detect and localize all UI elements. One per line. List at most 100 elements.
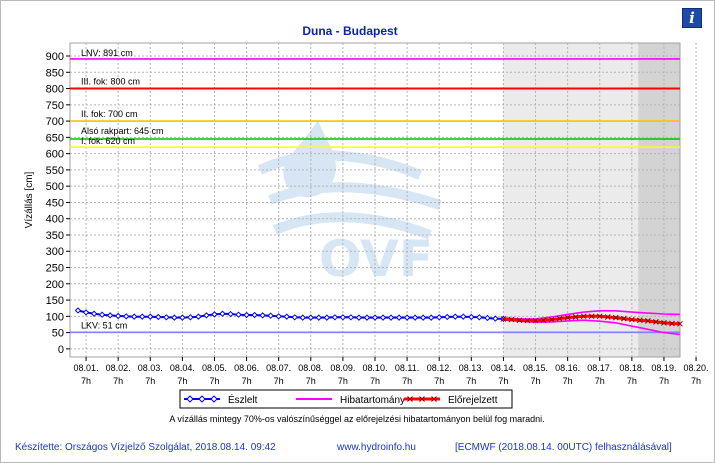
legend-item: Észlelt <box>184 393 258 406</box>
legend-label: Észlelt <box>228 393 258 406</box>
observed-point <box>291 314 298 321</box>
observed-point <box>251 311 258 319</box>
observed-point <box>82 309 90 316</box>
observed-point <box>131 313 138 320</box>
x-tick-date: 08.01. <box>74 363 99 373</box>
observed-point <box>259 312 266 319</box>
reference-label: LKV: 51 cm <box>81 320 127 330</box>
x-tick-time: 7h <box>177 376 187 386</box>
forecast-point <box>637 317 643 324</box>
info-icon[interactable]: i <box>682 8 702 28</box>
y-tick-label: 100 <box>46 311 64 323</box>
observed-point <box>211 311 218 318</box>
forecast-point <box>516 317 523 324</box>
x-tick-time: 7h <box>434 376 444 386</box>
observed-point <box>444 313 451 321</box>
legend-item: Hibatartomány <box>296 395 405 406</box>
observed-point <box>427 314 435 321</box>
y-tick-label: 550 <box>46 165 64 177</box>
observed-point <box>155 313 162 321</box>
x-tick-date: 08.15. <box>523 363 548 373</box>
observed-point <box>323 314 331 321</box>
observed-point <box>122 313 130 320</box>
observed-point <box>484 314 491 322</box>
observed-point <box>436 314 443 321</box>
observed-point <box>90 310 98 317</box>
x-tick-date: 08.05. <box>202 363 227 373</box>
footer-website[interactable]: www.hydroinfo.hu <box>336 442 416 453</box>
x-tick-date: 08.06. <box>234 363 259 373</box>
observed-point <box>243 311 250 319</box>
x-tick-date: 08.10. <box>362 363 387 373</box>
forecast-point <box>677 320 683 327</box>
y-tick-label: 700 <box>46 116 64 128</box>
observed-point <box>299 314 306 321</box>
observed-point <box>419 314 427 321</box>
forecast-point <box>556 315 563 322</box>
forecast-point <box>645 318 651 324</box>
forecast-point <box>661 319 667 326</box>
observed-point <box>452 313 459 320</box>
forecast-note: A vízállás mintegy 70%-os valószínűségge… <box>169 414 544 424</box>
y-tick-label: 200 <box>46 279 64 291</box>
forecast-point <box>524 317 531 324</box>
x-tick-date: 08.08. <box>298 363 323 373</box>
watermark-waves <box>257 150 442 240</box>
x-tick-time: 7h <box>81 376 91 386</box>
observed-point <box>187 314 194 321</box>
x-tick-time: 7h <box>466 376 476 386</box>
x-tick-time: 7h <box>531 376 541 386</box>
x-tick-date: 08.13. <box>459 363 484 373</box>
forecast-point <box>612 314 619 321</box>
x-tick-date: 08.04. <box>170 363 195 373</box>
observed-point <box>371 314 379 321</box>
observed-point <box>460 313 467 320</box>
observed-point <box>179 314 186 321</box>
legend: Észlelt Hibatartomány Előrejelzett <box>179 389 513 409</box>
y-axis: 0 50 100 150 200 250 300 350 400 450 500 550 600 650 7… <box>46 51 70 356</box>
x-tick-time: 7h <box>209 376 219 386</box>
y-tick-label: 50 <box>52 328 64 340</box>
forecast-point <box>572 314 579 320</box>
observed-point <box>395 314 403 321</box>
x-tick-time: 7h <box>370 376 380 386</box>
x-tick-time: 7h <box>595 376 605 386</box>
observed-point <box>147 313 154 320</box>
observed-point <box>379 314 387 321</box>
forecast-point <box>604 314 611 320</box>
x-tick-time: 7h <box>274 376 284 386</box>
legend-label: Előrejelzett <box>448 395 498 406</box>
ovf-watermark: OVF <box>257 120 442 288</box>
x-tick-date: 08.18. <box>619 363 644 373</box>
observed-point <box>171 314 178 321</box>
legend-marker <box>407 396 413 402</box>
x-tick-date: 08.16. <box>555 363 580 373</box>
y-tick-label: 900 <box>46 51 64 63</box>
x-tick-date: 08.03. <box>138 363 163 373</box>
x-tick-time: 7h <box>691 376 701 386</box>
observed-point <box>203 312 210 319</box>
y-tick-label: 400 <box>46 214 64 226</box>
x-tick-time: 7h <box>338 376 348 386</box>
legend-marker <box>210 395 218 403</box>
y-tick-label: 650 <box>46 132 64 144</box>
legend-marker <box>431 396 437 402</box>
observed-point <box>387 314 395 321</box>
observed-point <box>307 314 314 321</box>
observed-point <box>411 314 419 321</box>
x-tick-date: 08.20. <box>684 363 709 373</box>
x-tick-time: 7h <box>145 376 155 386</box>
x-tick-date: 08.14. <box>491 363 516 373</box>
observed-point <box>347 314 355 321</box>
forecast-point <box>532 317 539 324</box>
y-tick-label: 600 <box>46 149 64 161</box>
observed-point <box>98 311 106 318</box>
observed-point <box>114 312 122 320</box>
legend-marker <box>186 395 194 403</box>
observed-point <box>492 315 499 322</box>
observed-point <box>331 314 339 321</box>
legend-marker <box>198 395 206 403</box>
observed-point <box>219 310 226 317</box>
x-tick-time: 7h <box>113 376 123 386</box>
forecast-point <box>548 316 555 323</box>
